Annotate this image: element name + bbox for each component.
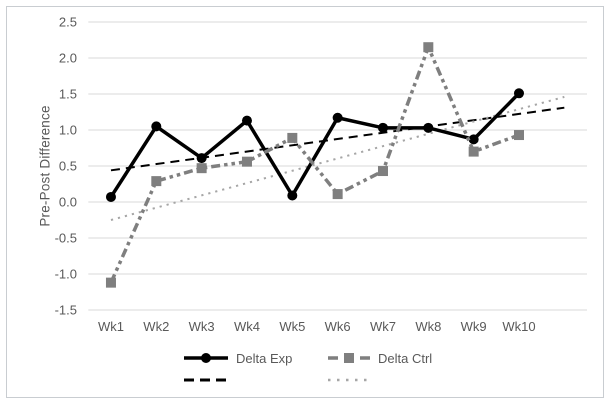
svg-text:2.5: 2.5 — [59, 15, 77, 30]
y-axis-title: Pre-Post Difference — [37, 105, 53, 227]
svg-text:2.0: 2.0 — [59, 51, 77, 66]
svg-text:1.0: 1.0 — [59, 123, 77, 138]
svg-text:0.0: 0.0 — [59, 195, 77, 210]
svg-text:1.5: 1.5 — [59, 87, 77, 102]
svg-text:Wk7: Wk7 — [370, 319, 396, 334]
legend-item-exp-trendline — [183, 372, 227, 388]
svg-text:Wk6: Wk6 — [325, 319, 351, 334]
svg-text:Wk5: Wk5 — [279, 319, 305, 334]
svg-text:Wk4: Wk4 — [234, 319, 260, 334]
svg-text:Wk10: Wk10 — [502, 319, 535, 334]
svg-text:-0.5: -0.5 — [55, 231, 77, 246]
legend-item-ctrl-trendline — [327, 372, 371, 388]
legend-label-delta-ctrl: Delta Ctrl — [378, 350, 433, 366]
svg-text:Wk3: Wk3 — [189, 319, 215, 334]
legend-item-delta-exp: Delta Exp — [183, 350, 292, 366]
svg-text:-1.5: -1.5 — [55, 303, 77, 318]
legend-item-delta-ctrl: Delta Ctrl — [327, 350, 432, 366]
svg-text:Wk9: Wk9 — [461, 319, 487, 334]
svg-text:0.5: 0.5 — [59, 159, 77, 174]
delta-exp-line-swatch — [184, 353, 228, 363]
svg-text:Wk2: Wk2 — [143, 319, 169, 334]
svg-text:Wk1: Wk1 — [98, 319, 124, 334]
svg-text:-1.0: -1.0 — [55, 267, 77, 282]
dashed-trendline-swatch — [184, 378, 226, 382]
delta-ctrl-line-swatch — [328, 353, 370, 363]
dotted-trendline-swatch — [328, 378, 370, 382]
svg-text:Wk8: Wk8 — [415, 319, 441, 334]
legend-label-delta-exp: Delta Exp — [236, 350, 293, 366]
